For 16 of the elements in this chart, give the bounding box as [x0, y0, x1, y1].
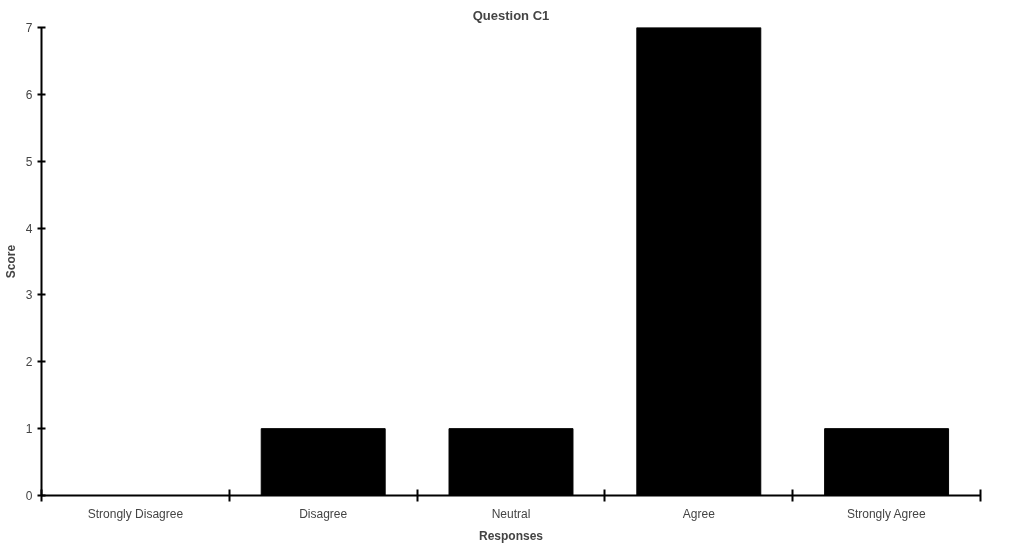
x-tick-label: Strongly Agree	[846, 506, 926, 521]
x-axis-title: Responses	[478, 528, 544, 543]
y-tick-label: 0	[25, 489, 33, 503]
x-tick-label: Neutral	[491, 506, 531, 521]
y-tick-label: 4	[25, 221, 33, 236]
y-tick-label: 5	[25, 154, 33, 169]
x-tick-label: Disagree	[299, 506, 348, 521]
y-axis-title: Score	[3, 244, 18, 279]
y-tick-label: 3	[25, 288, 33, 303]
x-tick-label: Agree	[682, 506, 716, 521]
x-tick-label: Strongly Disagree	[87, 506, 184, 521]
y-tick-label: 1	[25, 422, 33, 437]
y-tick-label: 2	[25, 355, 33, 370]
y-tick-label: 7	[25, 21, 33, 35]
chart-title: Question C1	[472, 7, 550, 23]
y-tick-label: 6	[25, 87, 33, 102]
